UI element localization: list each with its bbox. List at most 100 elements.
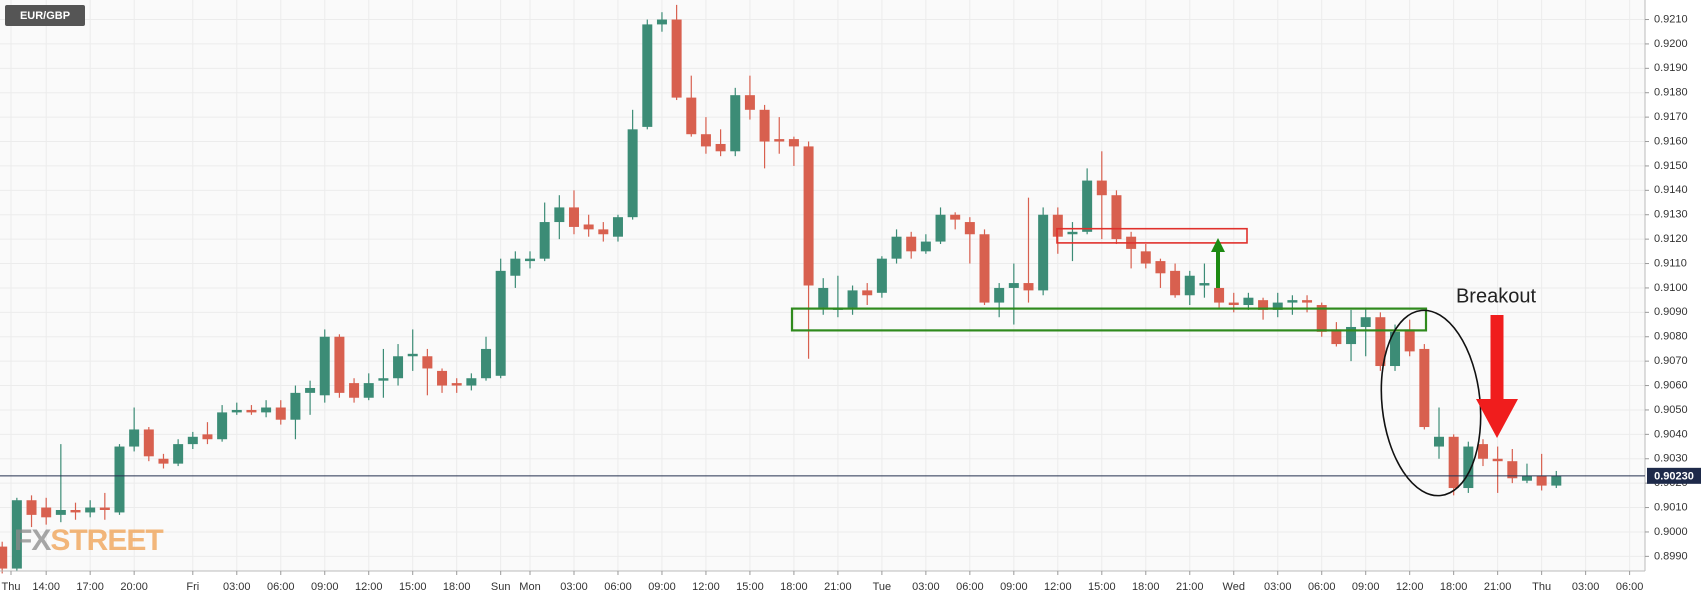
y-tick-label: 0.9130: [1654, 209, 1688, 221]
candle-body: [1082, 180, 1093, 232]
candle-body: [1096, 180, 1107, 196]
annotation: Breakout: [1456, 285, 1536, 307]
candle-body: [568, 207, 579, 227]
y-tick-label: 0.9150: [1654, 160, 1688, 172]
candle-body: [41, 507, 52, 518]
x-tick-label: Thu: [1532, 581, 1551, 593]
candle-body: [290, 392, 301, 420]
candle-body: [363, 383, 374, 398]
y-tick-label: 0.9050: [1654, 404, 1688, 416]
candle-body: [1140, 251, 1151, 264]
candle-body: [612, 217, 623, 237]
y-tick-label: 0.9180: [1654, 87, 1688, 99]
candle-body: [451, 383, 462, 386]
x-tick-label: 18:00: [1440, 581, 1468, 593]
x-tick-label: 20:00: [120, 581, 148, 593]
x-tick-label: Mon: [519, 581, 540, 593]
candle-body: [1228, 302, 1239, 306]
y-tick-label: 0.9140: [1654, 184, 1688, 196]
x-tick-label: 12:00: [1396, 581, 1424, 593]
candle-body: [334, 336, 345, 393]
x-tick-label: Fri: [186, 581, 199, 593]
x-tick-label: 15:00: [736, 581, 764, 593]
candle-body: [715, 143, 726, 152]
x-tick-label: Thu: [2, 581, 21, 593]
chart-title: EUR/GBP: [20, 10, 70, 22]
x-tick-label: 21:00: [824, 581, 852, 593]
y-tick-label: 0.9090: [1654, 306, 1688, 318]
x-tick-label: 18:00: [443, 581, 471, 593]
candle-body: [686, 97, 697, 135]
candle-body: [99, 507, 110, 510]
candle-body: [0, 546, 8, 569]
candle-body: [1404, 329, 1415, 352]
resistance-box: [1056, 227, 1248, 244]
candle-body: [437, 370, 448, 386]
y-tick-label: 0.9080: [1654, 331, 1688, 343]
x-tick-label: 14:00: [32, 581, 60, 593]
candle-body: [407, 353, 418, 357]
candle-body: [231, 409, 242, 413]
candle-body: [1521, 475, 1532, 481]
y-tick-label: 0.9110: [1654, 257, 1687, 269]
x-tick-label: 15:00: [399, 581, 427, 593]
candle-body: [510, 258, 521, 276]
x-tick-label: 09:00: [648, 581, 676, 593]
x-tick-label: 03:00: [912, 581, 940, 593]
candle-body: [1390, 331, 1401, 367]
x-tick-label: 06:00: [956, 581, 984, 593]
candle-body: [979, 234, 990, 303]
candle-body: [1272, 302, 1283, 310]
support-box: [790, 307, 1428, 332]
candles: [0, 4, 1562, 574]
x-tick-label: 03:00: [223, 581, 251, 593]
candle-body: [1477, 444, 1488, 459]
x-tick-label: 06:00: [604, 581, 632, 593]
x-tick-label: Tue: [873, 581, 892, 593]
candle-body: [1214, 287, 1225, 303]
candle-body: [1375, 317, 1386, 367]
x-tick-label: 21:00: [1176, 581, 1204, 593]
y-tick-label: 0.9010: [1654, 501, 1688, 513]
candle-body: [1199, 283, 1210, 286]
x-tick-label: 12:00: [355, 581, 383, 593]
candle-body: [1551, 475, 1562, 486]
plot-background: [0, 0, 1645, 571]
candle-body: [26, 500, 37, 515]
candle-body: [656, 19, 667, 25]
candle-body: [349, 383, 360, 398]
candle-body: [158, 458, 169, 464]
candle-body: [1492, 458, 1503, 462]
x-tick-label: 06:00: [267, 581, 295, 593]
candle-body: [598, 229, 609, 235]
y-tick-label: 0.9000: [1654, 526, 1688, 538]
candle-body: [393, 356, 404, 379]
candle-body: [1302, 300, 1313, 303]
candle-body: [1111, 195, 1122, 240]
candle-body: [539, 222, 550, 259]
x-tick-label: 17:00: [76, 581, 104, 593]
candle-body: [847, 290, 858, 308]
candle-body: [1507, 461, 1518, 479]
candle-body: [1155, 261, 1166, 274]
candle-body: [642, 24, 653, 127]
candle-body: [217, 412, 228, 440]
x-tick-label: 12:00: [692, 581, 720, 593]
candle-body: [261, 407, 272, 413]
y-tick-label: 0.8990: [1654, 550, 1688, 562]
candle-body: [481, 348, 492, 379]
y-tick-label: 0.9200: [1654, 38, 1688, 50]
candle-body: [1038, 214, 1049, 291]
candle-body: [627, 129, 638, 218]
x-tick-label: 06:00: [1616, 581, 1644, 593]
candle-body: [1052, 214, 1063, 237]
y-tick-label: 0.9040: [1654, 428, 1688, 440]
x-tick-label: Sun: [491, 581, 511, 593]
candle-body: [1184, 275, 1195, 296]
candle-body: [378, 378, 389, 381]
y-tick-label: 0.9030: [1654, 453, 1688, 465]
candle-body: [305, 387, 316, 393]
candle-body: [1170, 270, 1181, 296]
